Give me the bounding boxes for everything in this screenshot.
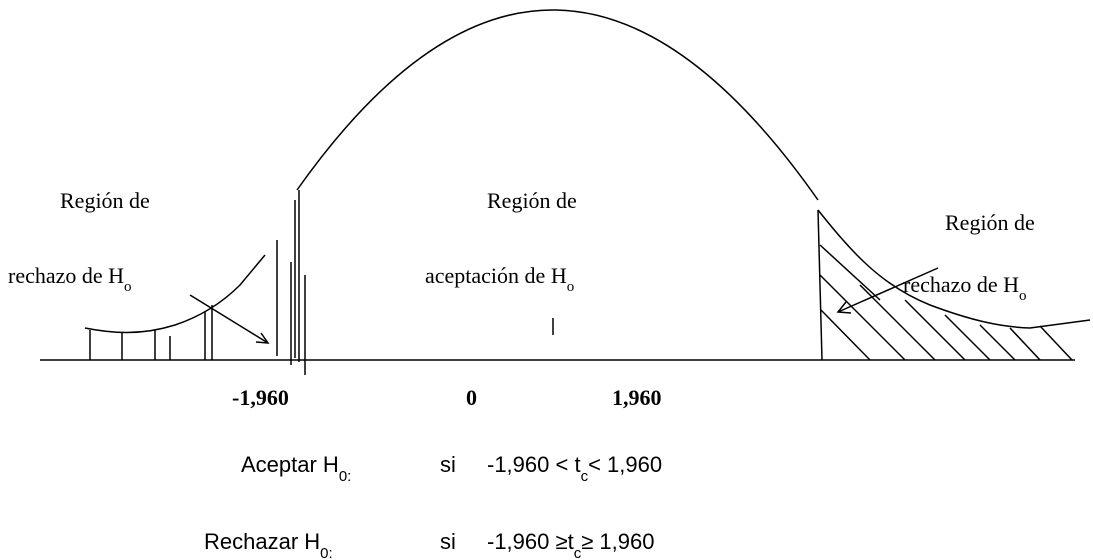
- hatch: [820, 309, 871, 361]
- rule-condition: -1,960 ≥tc≥ 1,960: [487, 529, 654, 560]
- arrow-head: [255, 332, 270, 344]
- subscript: o: [124, 279, 132, 295]
- text: ≥ 1,960: [581, 529, 654, 554]
- hatch: [819, 274, 906, 361]
- hatch: [1039, 325, 1073, 361]
- drawing: [40, 9, 1091, 375]
- subscript: 0:: [320, 545, 333, 560]
- left-tail: [84, 254, 266, 334]
- hatch: [904, 299, 966, 361]
- text: Aceptar H: [241, 452, 339, 477]
- hatch: [819, 244, 881, 301]
- subscript: o: [567, 279, 575, 295]
- hatch: [1009, 327, 1041, 361]
- region-subtitle: rechazo de Ho: [8, 263, 132, 295]
- arrow: [837, 267, 939, 313]
- text: -1,960 ≥t: [487, 529, 574, 554]
- hatch: [944, 314, 991, 361]
- text: rechazo de H: [903, 272, 1019, 297]
- region-title: Región de: [60, 188, 150, 213]
- text: Rechazar H: [204, 529, 320, 554]
- region-subtitle: aceptación de Ho: [425, 263, 574, 295]
- region-subtitle: rechazo de Ho: [903, 272, 1027, 304]
- text: -1,960 < t: [487, 452, 581, 477]
- acceptance-arc: [296, 9, 819, 201]
- region-title: Región de: [487, 188, 577, 213]
- subscript: c: [574, 545, 582, 560]
- subscript: c: [581, 468, 589, 485]
- rule-label: Rechazar H0:: [204, 529, 333, 560]
- text: aceptación de H: [425, 263, 567, 288]
- axis-label: 0: [466, 385, 477, 410]
- arrow-head: [836, 301, 852, 314]
- arrow: [189, 294, 269, 344]
- hatch: [979, 324, 1016, 361]
- axis-label: -1,960: [232, 385, 289, 410]
- rule-label: Aceptar H0:: [241, 452, 351, 485]
- text: < 1,960: [588, 452, 662, 477]
- subscript: o: [1019, 288, 1027, 304]
- boundary: [817, 209, 823, 361]
- subscript: 0:: [339, 468, 352, 485]
- axis-label: 1,960: [612, 385, 662, 410]
- region-title: Región de: [945, 210, 1035, 235]
- rule-condition: -1,960 < tc< 1,960: [487, 452, 662, 485]
- text: rechazo de H: [8, 263, 124, 288]
- right-tail: [817, 209, 1091, 329]
- rule-si: si: [440, 452, 456, 477]
- rule-si: si: [440, 529, 456, 554]
